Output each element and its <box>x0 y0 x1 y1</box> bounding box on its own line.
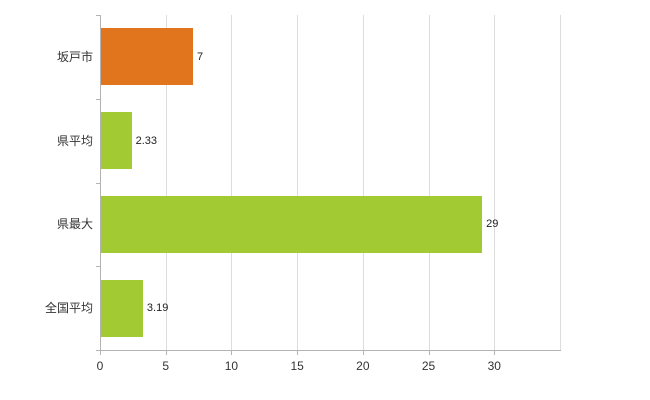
category-label: 県最大 <box>56 217 93 232</box>
gridline <box>297 15 299 350</box>
y-axis-line <box>100 15 101 350</box>
gridline <box>560 15 561 350</box>
x-axis-tick <box>297 351 299 355</box>
x-axis-tick <box>231 351 233 355</box>
x-tick-label: 20 <box>356 359 370 373</box>
x-axis-line <box>100 350 561 351</box>
gridline <box>494 15 496 350</box>
y-axis-tick <box>96 350 100 351</box>
gridline <box>165 15 167 350</box>
x-tick-label: 25 <box>421 359 436 373</box>
y-axis-tick <box>96 266 100 268</box>
x-axis-tick <box>362 351 364 355</box>
bar-value-label: 3.19 <box>146 302 169 315</box>
x-axis-tick <box>428 351 430 355</box>
bar-value-label: 7 <box>197 50 204 63</box>
x-tick-label: 0 <box>96 359 104 373</box>
x-tick-label: 15 <box>290 359 304 373</box>
bar-坂戸市 <box>101 28 193 86</box>
bar-value-label: 2.33 <box>135 134 158 147</box>
category-label: 坂戸市 <box>56 49 93 64</box>
gridline <box>428 15 430 350</box>
bar-value-label: 29 <box>486 218 499 231</box>
gridline <box>231 15 233 350</box>
y-axis-tick <box>96 15 100 16</box>
x-axis-tick <box>494 351 496 355</box>
gridline <box>362 15 364 350</box>
bar-全国平均 <box>101 279 143 337</box>
x-axis-tick <box>165 351 167 355</box>
x-axis-tick <box>100 351 101 355</box>
bar-県最大 <box>101 195 483 253</box>
x-tick-label: 30 <box>487 359 501 373</box>
y-axis-tick <box>96 182 100 184</box>
y-axis-tick <box>96 98 100 100</box>
category-label: 全国平均 <box>44 301 93 316</box>
x-tick-label: 10 <box>224 359 239 373</box>
x-tick-label: 5 <box>162 359 170 373</box>
category-label: 県平均 <box>56 133 93 148</box>
bar-県平均 <box>101 112 132 170</box>
